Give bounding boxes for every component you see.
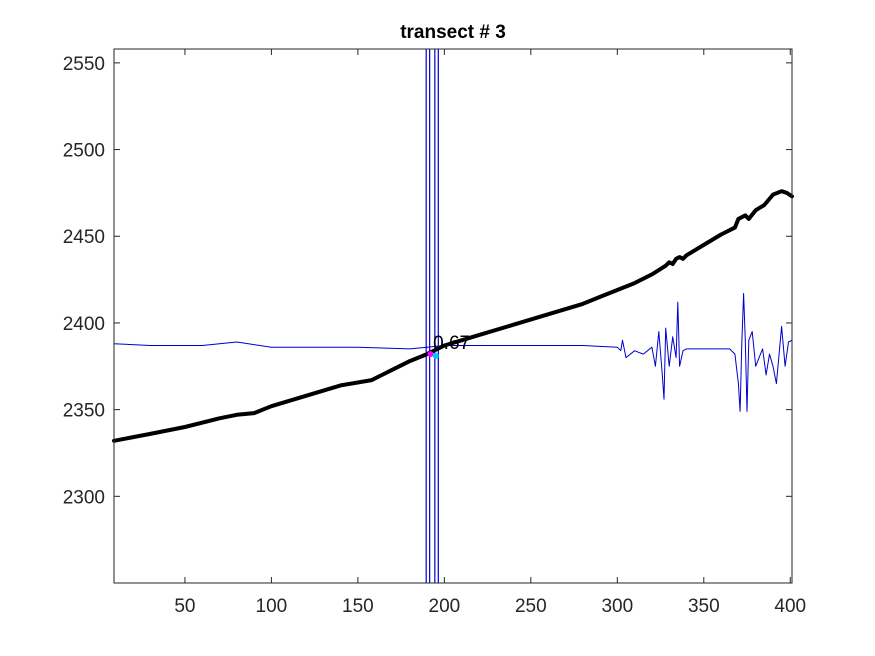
y-axis: 2300 2350 2400 2450 2500 2550 [63,54,792,508]
markers-group [427,351,439,359]
plot-frame [113,48,793,584]
x-tick-label: 400 [774,596,806,617]
y-tick-label: 2300 [63,487,105,508]
x-tick-label: 200 [429,596,461,617]
x-tick-label: 350 [688,596,720,617]
series-line-1 [113,293,793,412]
plot-area [114,49,792,583]
x-axis: 50 100 150 200 250 300 350 400 [174,49,806,617]
x-tick-label: 50 [174,596,195,617]
x-tick-label: 300 [601,596,633,617]
marker-point-1 [432,352,439,359]
series-line-0 [112,189,794,443]
y-tick-label: 2350 [63,401,105,422]
series-group [112,189,794,443]
annotations-group: 0.67 [433,333,470,354]
y-tick-label: 2500 [63,141,105,162]
marker-point-0 [427,351,434,358]
y-tick-label: 2450 [63,227,105,248]
annotation-label: 0.67 [433,333,470,354]
y-tick-label: 2550 [63,54,105,75]
vertical-lines-group [425,49,439,583]
y-tick-label: 2400 [63,314,105,335]
x-tick-label: 100 [256,596,288,617]
chart-title: transect # 3 [400,22,506,43]
x-tick-label: 250 [515,596,547,617]
x-tick-label: 150 [342,596,374,617]
